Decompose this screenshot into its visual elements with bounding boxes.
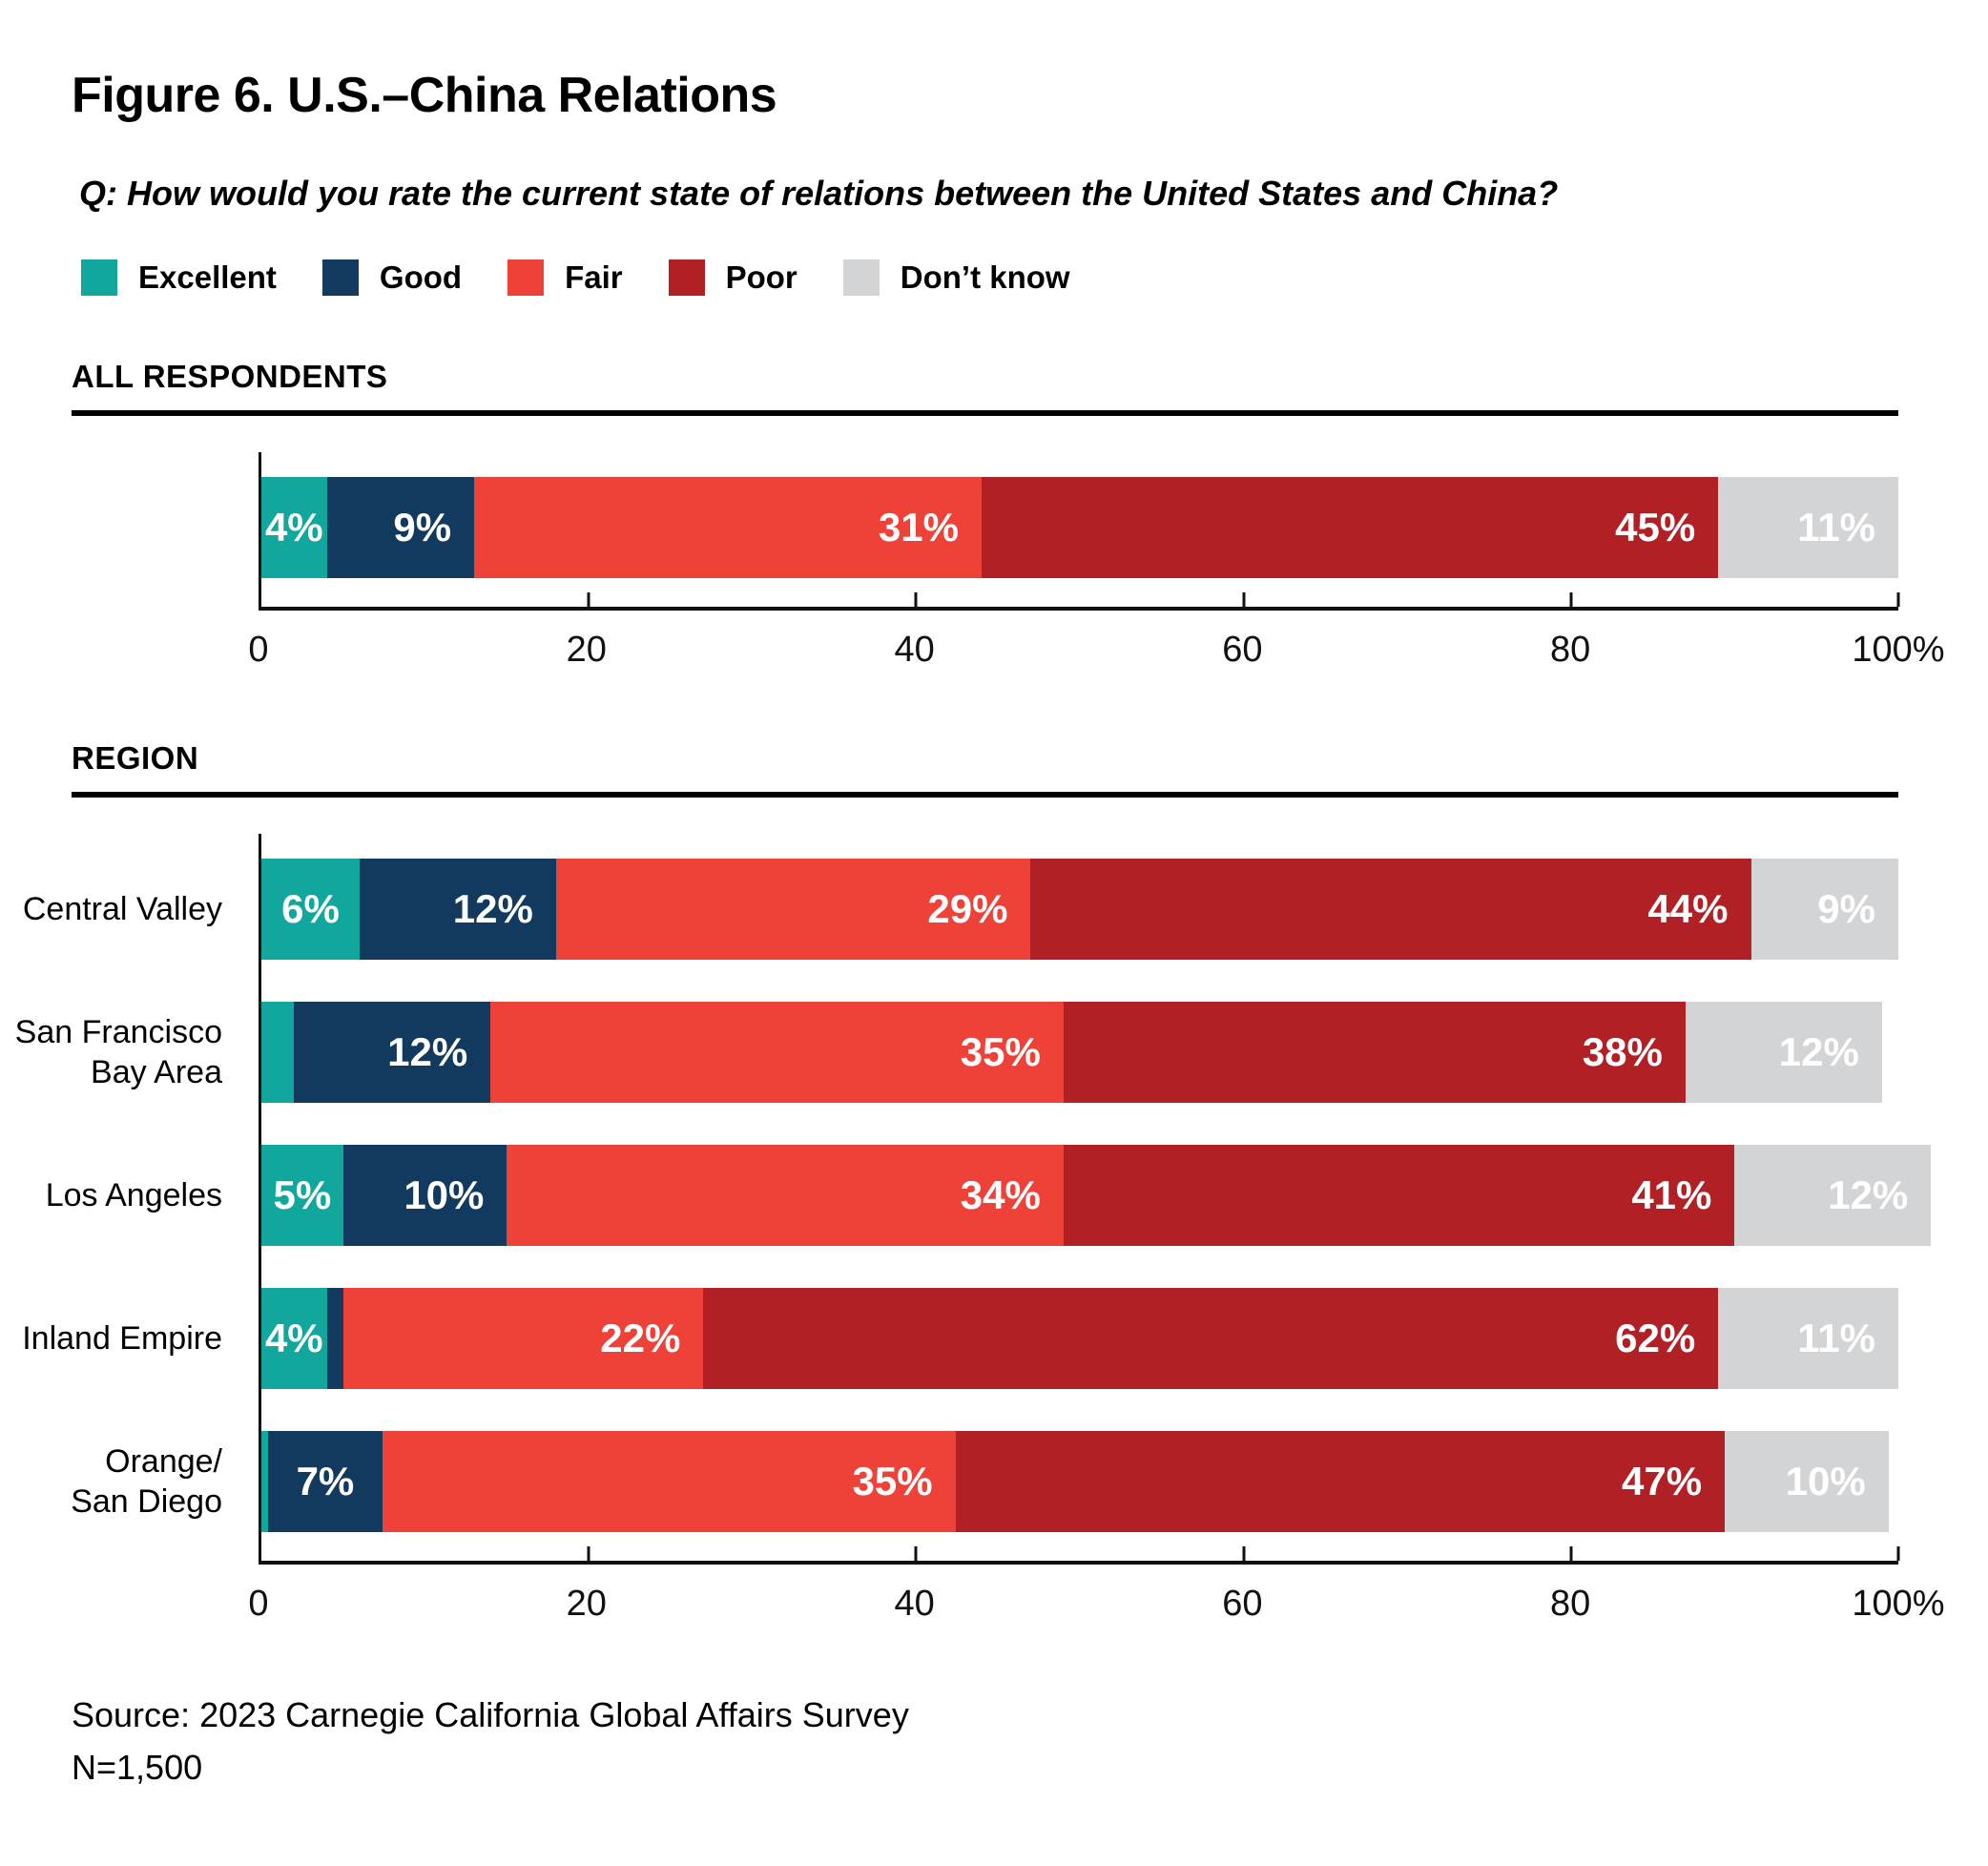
axis-tick xyxy=(1896,592,1900,607)
bar-segment-dont_know: 12% xyxy=(1734,1145,1932,1246)
bar-segment-good: 7% xyxy=(267,1431,383,1532)
axis-tick-labels-all-respondents: 0 20 40 60 80 100% xyxy=(248,611,1944,677)
bar-segment-excellent: 4% xyxy=(261,477,327,578)
axis-tick xyxy=(1896,1546,1900,1561)
sample-size: N=1,500 xyxy=(72,1747,203,1787)
axis-tick-labels-region: 0 20 40 60 80 100% xyxy=(248,1565,1944,1631)
section-heading-all-respondents: ALL RESPONDENTS xyxy=(72,359,1898,416)
x-tick-label: 100% xyxy=(1852,1584,1945,1624)
bar-segment-fair: 22% xyxy=(342,1288,704,1389)
legend-swatch-excellent xyxy=(81,259,117,296)
bar-segment-fair: 35% xyxy=(490,1002,1064,1103)
bar-segment-good: 12% xyxy=(359,859,556,960)
bar-segment-good: 10% xyxy=(342,1145,507,1246)
bar-segment-poor: 62% xyxy=(703,1288,1719,1389)
figure-title: Figure 6. U.S.–China Relations xyxy=(72,68,777,123)
row-label: Los Angeles xyxy=(45,1176,222,1213)
bar-segment-poor: 38% xyxy=(1063,1002,1686,1103)
bar-row-region: Los Angeles 5% 10% 34% 41% 12% xyxy=(46,1145,1932,1246)
axis-tick xyxy=(587,1546,590,1561)
x-tick-label: 40 xyxy=(894,1584,935,1624)
bar-segment-fair: 29% xyxy=(555,859,1031,960)
bar-row-all-respondents: 4% 9% 31% 45% 11% xyxy=(261,477,1898,578)
row-label: Inland Empire xyxy=(22,1319,222,1357)
bar-segment-dont_know: 10% xyxy=(1725,1431,1889,1532)
row-label: San Francisco Bay Area xyxy=(14,1013,222,1091)
legend-item-good: Good xyxy=(321,259,463,296)
x-tick-label: 60 xyxy=(1222,1584,1263,1624)
axis-tick xyxy=(914,1546,918,1561)
bar-track: 4% 22% 62% 11% xyxy=(261,1288,1898,1389)
section-heading-region: REGION xyxy=(72,740,1898,798)
legend-swatch-good xyxy=(321,259,359,296)
legend-label-dont_know: Don’t know xyxy=(900,259,1070,295)
legend-item-excellent: Excellent xyxy=(81,259,277,296)
charts-container: ALL RESPONDENTS 4% 9% 31% 45% 11% 0 20 40 60 80 100… xyxy=(15,359,1945,1631)
x-tick-label: 0 xyxy=(248,630,269,670)
bar-track: 6% 12% 29% 44% 9% xyxy=(261,859,1898,960)
legend-item-fair: Fair xyxy=(507,259,623,296)
x-tick-label: 80 xyxy=(1550,630,1591,670)
x-tick-label: 100% xyxy=(1852,630,1945,670)
legend-label-excellent: Excellent xyxy=(138,259,277,295)
survey-question: Q: How would you rate the current state … xyxy=(79,174,1559,213)
legend: Excellent Good Fair Poor Don’t know xyxy=(81,259,1898,296)
bar-track: 5% 10% 34% 41% 12% xyxy=(261,1145,1932,1246)
axis-tick xyxy=(587,592,590,607)
legend-swatch-dont_know xyxy=(842,259,880,296)
axis-tick xyxy=(1569,592,1573,607)
legend-item-poor: Poor xyxy=(668,259,797,296)
x-tick-label: 80 xyxy=(1550,1584,1591,1624)
x-tick-label: 20 xyxy=(566,1584,607,1624)
row-label: Orange/ San Diego xyxy=(71,1442,222,1521)
bar-segment-good: 12% xyxy=(294,1002,491,1103)
bar-segment-dont_know: 11% xyxy=(1718,1288,1898,1389)
legend-item-dont_know: Don’t know xyxy=(842,259,1070,296)
bar-segment-excellent xyxy=(261,1431,268,1532)
axis-tick xyxy=(1569,1546,1573,1561)
bar-row-region: Orange/ San Diego 7% 35% 47% 10% xyxy=(71,1431,1898,1532)
row-label: Central Valley xyxy=(22,890,222,927)
legend-label-fair: Fair xyxy=(565,259,623,295)
x-tick-label: 40 xyxy=(894,630,935,670)
legend-label-good: Good xyxy=(379,259,463,295)
bar-segment-poor: 44% xyxy=(1030,859,1751,960)
bar-segment-poor: 45% xyxy=(982,477,1719,578)
bar-segment-excellent: 6% xyxy=(261,859,360,960)
bar-segment-excellent xyxy=(261,1002,295,1103)
source-line: Source: 2023 Carnegie California Global … xyxy=(72,1695,909,1734)
bar-row-region: Inland Empire 4% 22% 62% 11% xyxy=(22,1288,1898,1389)
legend-swatch-poor xyxy=(668,259,705,296)
bar-track: 12% 35% 38% 12% xyxy=(261,1002,1898,1103)
bar-track: 7% 35% 47% 10% xyxy=(261,1431,1898,1532)
bar-segment-fair: 35% xyxy=(382,1431,956,1532)
bar-segment-good xyxy=(326,1288,343,1389)
bar-track: 4% 9% 31% 45% 11% xyxy=(261,477,1898,578)
bar-segment-good: 9% xyxy=(326,477,475,578)
plot-region: Central Valley 6% 12% 29% 44% 9% San Francisco… xyxy=(15,834,1932,1565)
x-tick-label: 20 xyxy=(566,630,607,670)
bar-segment-fair: 31% xyxy=(474,477,983,578)
bar-row-region: Central Valley 6% 12% 29% 44% 9% xyxy=(23,859,1898,960)
x-tick-label: 60 xyxy=(1222,630,1263,670)
plot-all-respondents: 4% 9% 31% 45% 11% xyxy=(259,452,1900,611)
bar-segment-fair: 34% xyxy=(507,1145,1064,1246)
axis-tick xyxy=(1242,1546,1246,1561)
bar-segment-excellent: 4% xyxy=(261,1288,327,1389)
bar-segment-poor: 41% xyxy=(1063,1145,1735,1246)
x-tick-label: 0 xyxy=(248,1584,269,1624)
axis-tick xyxy=(1242,592,1246,607)
bar-segment-excellent: 5% xyxy=(261,1145,343,1246)
bar-row-region: San Francisco Bay Area 12% 35% 38% 12% xyxy=(15,1002,1898,1103)
axis-tick xyxy=(914,592,918,607)
bar-segment-dont_know: 12% xyxy=(1685,1002,1882,1103)
bar-segment-dont_know: 11% xyxy=(1718,477,1898,578)
legend-label-poor: Poor xyxy=(725,259,797,295)
legend-swatch-fair xyxy=(507,259,545,296)
bar-segment-dont_know: 9% xyxy=(1750,859,1898,960)
bar-segment-poor: 47% xyxy=(955,1431,1726,1532)
